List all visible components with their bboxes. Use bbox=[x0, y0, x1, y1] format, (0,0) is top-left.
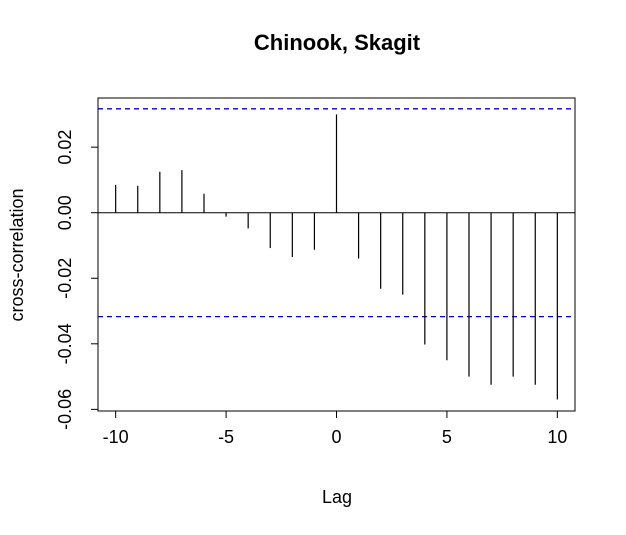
y-tick-label: -0.06 bbox=[55, 389, 75, 430]
x-tick-label: 10 bbox=[547, 427, 567, 447]
y-axis: -0.06 -0.04 -0.02 0.00 0.02 bbox=[55, 130, 99, 430]
y-tick-label: -0.02 bbox=[55, 258, 75, 299]
x-tick-label: -5 bbox=[218, 427, 234, 447]
confidence-bounds bbox=[98, 108, 575, 318]
chart-title: Chinook, Skagit bbox=[254, 30, 421, 55]
y-axis-label: cross-correlation bbox=[7, 188, 27, 321]
x-axis-label: Lag bbox=[322, 487, 352, 507]
y-tick-label: 0.00 bbox=[55, 195, 75, 230]
x-tick-label: 0 bbox=[331, 427, 341, 447]
y-tick-label: 0.02 bbox=[55, 130, 75, 165]
bars bbox=[115, 114, 558, 400]
x-tick-label: 5 bbox=[442, 427, 452, 447]
y-tick-label: -0.04 bbox=[55, 323, 75, 364]
x-axis: -10 -5 0 5 10 bbox=[103, 410, 567, 447]
x-tick-label: -10 bbox=[103, 427, 129, 447]
